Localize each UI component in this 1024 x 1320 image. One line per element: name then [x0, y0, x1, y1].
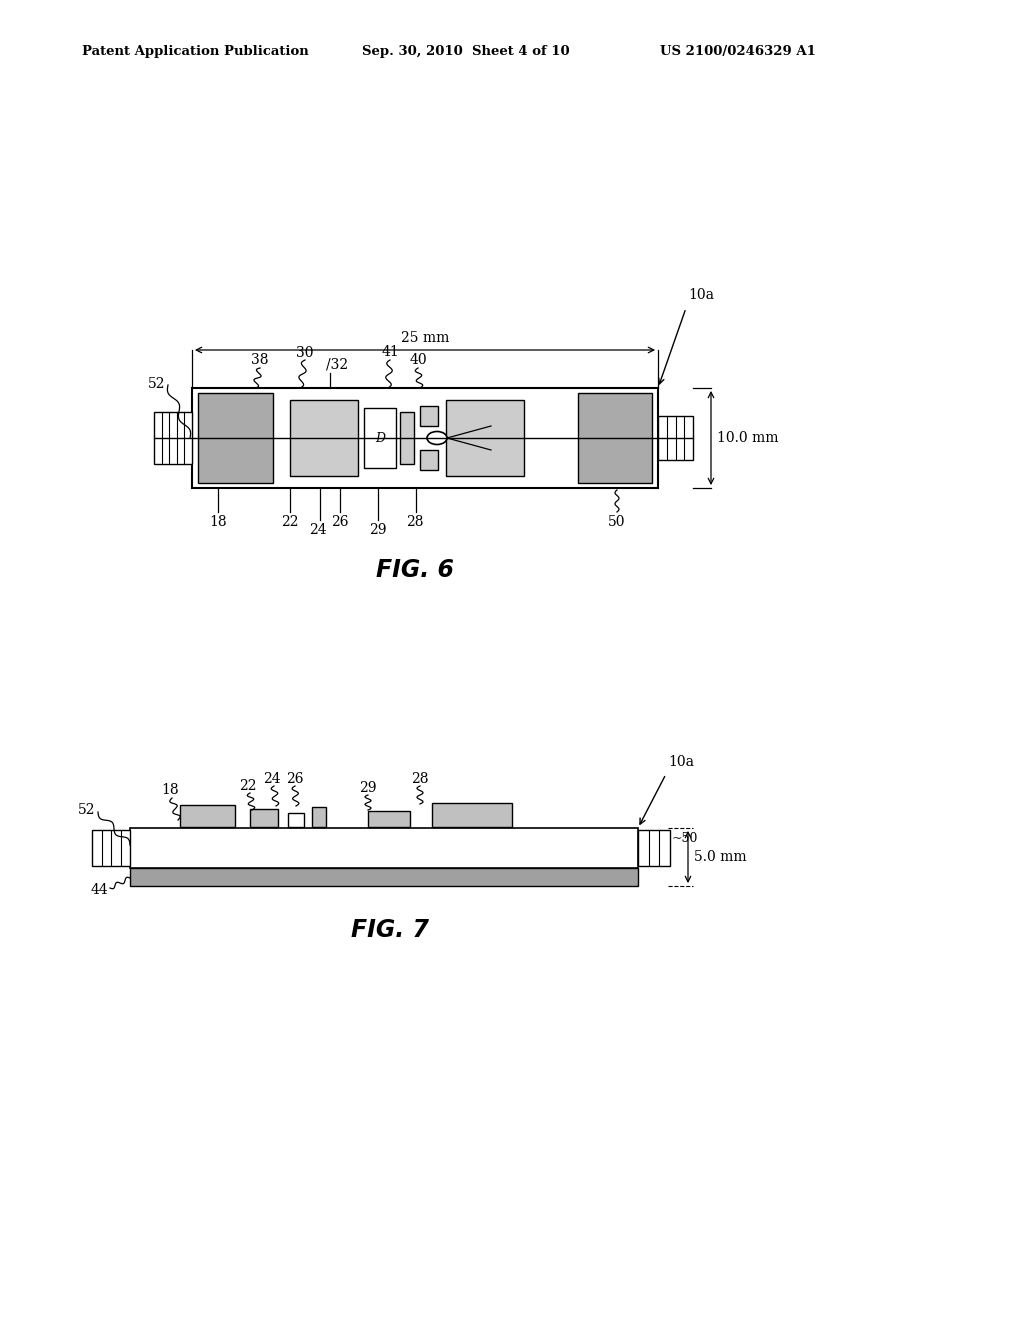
Text: FIG. 6: FIG. 6 [376, 558, 454, 582]
Bar [193, 388, 658, 488]
Bar [638, 830, 670, 866]
Bar [420, 407, 438, 426]
Text: 25 mm: 25 mm [400, 331, 450, 345]
Text: 26: 26 [331, 515, 349, 529]
Text: Sep. 30, 2010  Sheet 4 of 10: Sep. 30, 2010 Sheet 4 of 10 [362, 45, 569, 58]
Ellipse shape [427, 432, 447, 445]
Bar [400, 412, 414, 465]
Text: 30: 30 [296, 346, 313, 360]
Bar [364, 408, 396, 469]
Text: 10a: 10a [668, 755, 694, 770]
Text: 29: 29 [359, 781, 377, 795]
Bar [130, 828, 638, 869]
Text: 50: 50 [608, 515, 626, 529]
Text: 10.0 mm: 10.0 mm [717, 432, 778, 445]
Text: 18: 18 [161, 783, 179, 797]
Text: 10a: 10a [688, 288, 714, 302]
Bar [446, 400, 524, 477]
Bar [432, 803, 512, 828]
Text: 18: 18 [209, 515, 226, 529]
Bar [290, 400, 358, 477]
Text: 22: 22 [240, 779, 257, 793]
Bar [130, 869, 638, 886]
Bar [180, 805, 234, 828]
Text: 24: 24 [263, 772, 281, 785]
Bar [658, 416, 693, 459]
Text: 5.0 mm: 5.0 mm [694, 850, 746, 865]
Text: 41: 41 [381, 345, 399, 359]
Bar [154, 412, 193, 465]
Bar [288, 813, 304, 828]
Text: Patent Application Publication: Patent Application Publication [82, 45, 309, 58]
Text: 29: 29 [370, 523, 387, 537]
Text: ~50: ~50 [672, 832, 698, 845]
Bar [312, 807, 326, 828]
Text: 40: 40 [410, 352, 427, 367]
Text: 28: 28 [412, 772, 429, 785]
Text: 52: 52 [147, 378, 165, 391]
Text: FIG. 7: FIG. 7 [351, 917, 429, 942]
Text: 22: 22 [282, 515, 299, 529]
Bar [92, 830, 130, 866]
Text: 52: 52 [78, 803, 95, 817]
Text: 24: 24 [309, 523, 327, 537]
Text: 44: 44 [90, 883, 108, 898]
Bar [368, 810, 410, 828]
Text: 26: 26 [287, 772, 304, 785]
Bar [420, 450, 438, 470]
Bar [250, 809, 278, 828]
Text: /32: /32 [326, 358, 348, 372]
Text: 28: 28 [407, 515, 424, 529]
Bar [198, 393, 273, 483]
Bar [578, 393, 652, 483]
Text: D: D [375, 432, 385, 445]
Text: 38: 38 [251, 352, 268, 367]
Text: US 2100/0246329 A1: US 2100/0246329 A1 [660, 45, 816, 58]
